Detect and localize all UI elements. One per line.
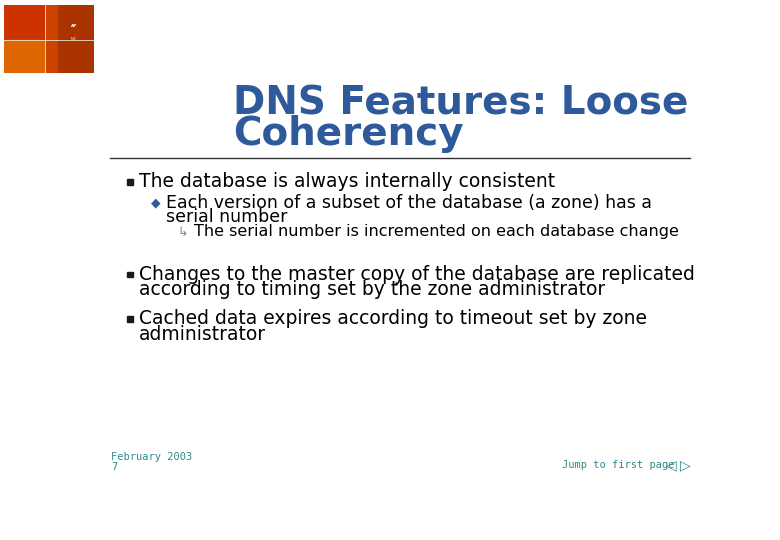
Bar bbox=[127, 272, 133, 277]
Text: ◆: ◆ bbox=[151, 197, 161, 210]
Bar bbox=[4, 5, 44, 39]
Text: serial number: serial number bbox=[166, 208, 288, 226]
Text: AP: AP bbox=[71, 24, 77, 28]
Text: Jump to first page: Jump to first page bbox=[562, 460, 675, 470]
Bar bbox=[127, 179, 133, 185]
Text: The serial number is incremented on each database change: The serial number is incremented on each… bbox=[193, 225, 679, 239]
Text: ◁: ◁ bbox=[665, 458, 676, 472]
Text: Coherency: Coherency bbox=[233, 115, 464, 153]
Text: Changes to the master copy of the database are replicated: Changes to the master copy of the databa… bbox=[140, 265, 695, 284]
Text: February 2003: February 2003 bbox=[112, 453, 193, 462]
Text: DNS Features: Loose: DNS Features: Loose bbox=[233, 84, 689, 122]
Text: Cached data expires according to timeout set by zone: Cached data expires according to timeout… bbox=[140, 309, 647, 328]
Bar bbox=[46, 5, 94, 39]
Text: Each version of a subset of the database (a zone) has a: Each version of a subset of the database… bbox=[166, 194, 653, 212]
Bar bbox=[46, 40, 94, 73]
Text: The database is always internally consistent: The database is always internally consis… bbox=[140, 172, 555, 191]
Text: according to timing set by the zone administrator: according to timing set by the zone admi… bbox=[140, 280, 605, 299]
Text: NIC: NIC bbox=[71, 37, 77, 41]
Bar bbox=[58, 5, 94, 73]
Bar bbox=[4, 40, 44, 73]
Text: administrator: administrator bbox=[140, 325, 267, 344]
Text: ▷: ▷ bbox=[679, 458, 690, 472]
Bar bbox=[127, 316, 133, 322]
Text: 7: 7 bbox=[112, 462, 118, 472]
Text: ↳: ↳ bbox=[178, 225, 188, 238]
